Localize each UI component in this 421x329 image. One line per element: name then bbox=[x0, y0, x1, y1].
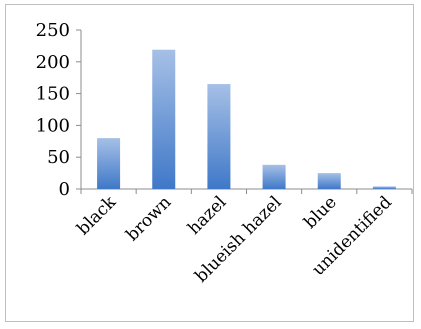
y-tick-label: 0 bbox=[59, 179, 70, 200]
y-tick-label: 200 bbox=[36, 52, 70, 73]
y-axis: 0 50 100 150 200 250 bbox=[36, 20, 82, 200]
bar-hazel bbox=[207, 84, 231, 189]
y-tick-label: 50 bbox=[47, 147, 70, 168]
x-tick-label: black bbox=[73, 192, 120, 239]
x-tick-label: blue bbox=[300, 192, 341, 233]
bar-blueish-hazel bbox=[262, 164, 286, 189]
bar-black bbox=[97, 138, 121, 189]
bar-unidentified bbox=[372, 186, 396, 189]
bar-blue bbox=[317, 173, 341, 189]
x-tick-label: hazel bbox=[184, 192, 230, 238]
x-tick-label: brown bbox=[122, 192, 175, 245]
y-tick-label: 100 bbox=[36, 115, 70, 136]
bar-brown bbox=[152, 49, 176, 189]
bars bbox=[97, 49, 396, 189]
y-tick-label: 150 bbox=[36, 84, 70, 105]
y-tick-label: 250 bbox=[36, 20, 70, 41]
